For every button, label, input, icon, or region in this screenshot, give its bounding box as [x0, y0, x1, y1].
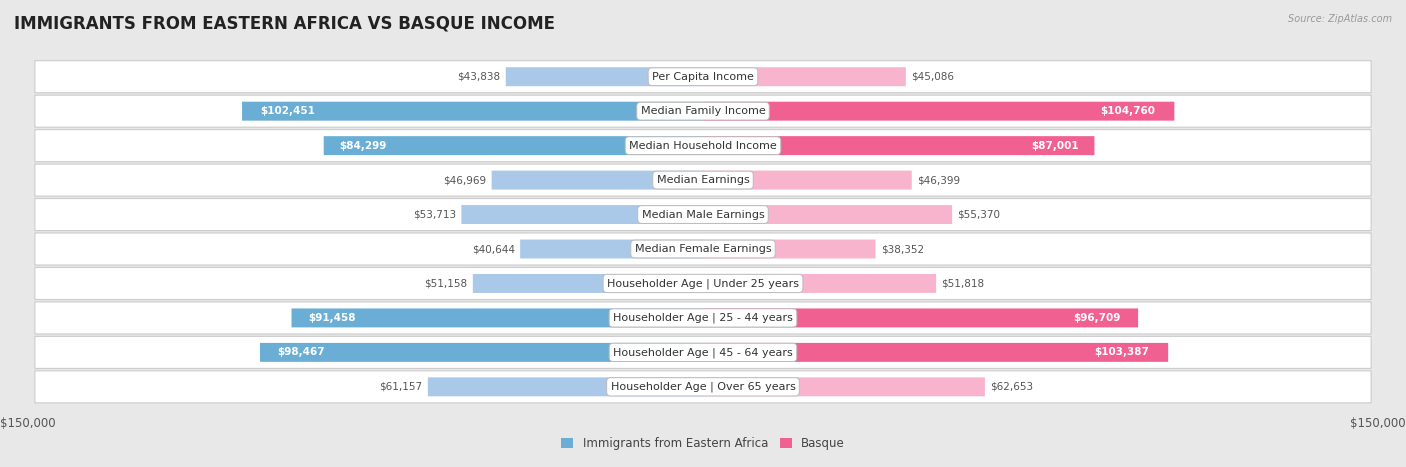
- FancyBboxPatch shape: [427, 377, 703, 396]
- Text: Median Earnings: Median Earnings: [657, 175, 749, 185]
- Text: $46,399: $46,399: [917, 175, 960, 185]
- FancyBboxPatch shape: [260, 343, 703, 362]
- Legend: Immigrants from Eastern Africa, Basque: Immigrants from Eastern Africa, Basque: [557, 432, 849, 455]
- Text: $61,157: $61,157: [380, 382, 422, 392]
- FancyBboxPatch shape: [492, 170, 703, 190]
- FancyBboxPatch shape: [703, 102, 1174, 120]
- FancyBboxPatch shape: [35, 233, 1371, 265]
- FancyBboxPatch shape: [472, 274, 703, 293]
- FancyBboxPatch shape: [506, 67, 703, 86]
- FancyBboxPatch shape: [703, 205, 952, 224]
- Text: $38,352: $38,352: [882, 244, 924, 254]
- Text: $51,818: $51,818: [942, 278, 984, 289]
- FancyBboxPatch shape: [703, 274, 936, 293]
- Text: $104,760: $104,760: [1101, 106, 1156, 116]
- Text: $62,653: $62,653: [990, 382, 1033, 392]
- Text: Source: ZipAtlas.com: Source: ZipAtlas.com: [1288, 14, 1392, 24]
- Text: Median Female Earnings: Median Female Earnings: [634, 244, 772, 254]
- Text: $51,158: $51,158: [425, 278, 467, 289]
- Text: $102,451: $102,451: [260, 106, 315, 116]
- FancyBboxPatch shape: [703, 170, 911, 190]
- FancyBboxPatch shape: [35, 164, 1371, 196]
- Text: $87,001: $87,001: [1031, 141, 1078, 151]
- FancyBboxPatch shape: [35, 268, 1371, 299]
- Text: $45,086: $45,086: [911, 72, 955, 82]
- FancyBboxPatch shape: [35, 61, 1371, 93]
- Text: $84,299: $84,299: [339, 141, 387, 151]
- FancyBboxPatch shape: [35, 198, 1371, 231]
- Text: $53,713: $53,713: [413, 210, 456, 219]
- FancyBboxPatch shape: [323, 136, 703, 155]
- Text: IMMIGRANTS FROM EASTERN AFRICA VS BASQUE INCOME: IMMIGRANTS FROM EASTERN AFRICA VS BASQUE…: [14, 14, 555, 32]
- Text: $91,458: $91,458: [308, 313, 356, 323]
- Text: $46,969: $46,969: [443, 175, 486, 185]
- Text: Householder Age | Over 65 years: Householder Age | Over 65 years: [610, 382, 796, 392]
- FancyBboxPatch shape: [703, 67, 905, 86]
- FancyBboxPatch shape: [520, 240, 703, 258]
- Text: Householder Age | 25 - 44 years: Householder Age | 25 - 44 years: [613, 313, 793, 323]
- FancyBboxPatch shape: [703, 240, 876, 258]
- FancyBboxPatch shape: [35, 95, 1371, 127]
- FancyBboxPatch shape: [35, 302, 1371, 334]
- Text: Householder Age | Under 25 years: Householder Age | Under 25 years: [607, 278, 799, 289]
- FancyBboxPatch shape: [35, 371, 1371, 403]
- Text: Householder Age | 45 - 64 years: Householder Age | 45 - 64 years: [613, 347, 793, 358]
- FancyBboxPatch shape: [242, 102, 703, 120]
- FancyBboxPatch shape: [291, 308, 703, 327]
- Text: Median Household Income: Median Household Income: [628, 141, 778, 151]
- Text: Median Male Earnings: Median Male Earnings: [641, 210, 765, 219]
- FancyBboxPatch shape: [703, 136, 1094, 155]
- FancyBboxPatch shape: [703, 308, 1137, 327]
- Text: Per Capita Income: Per Capita Income: [652, 72, 754, 82]
- Text: $43,838: $43,838: [457, 72, 501, 82]
- FancyBboxPatch shape: [461, 205, 703, 224]
- Text: Median Family Income: Median Family Income: [641, 106, 765, 116]
- Text: $40,644: $40,644: [472, 244, 515, 254]
- Text: $98,467: $98,467: [278, 347, 325, 357]
- FancyBboxPatch shape: [703, 343, 1168, 362]
- FancyBboxPatch shape: [35, 336, 1371, 368]
- FancyBboxPatch shape: [35, 130, 1371, 162]
- FancyBboxPatch shape: [703, 377, 984, 396]
- Text: $103,387: $103,387: [1095, 347, 1150, 357]
- Text: $55,370: $55,370: [957, 210, 1001, 219]
- Text: $96,709: $96,709: [1073, 313, 1121, 323]
